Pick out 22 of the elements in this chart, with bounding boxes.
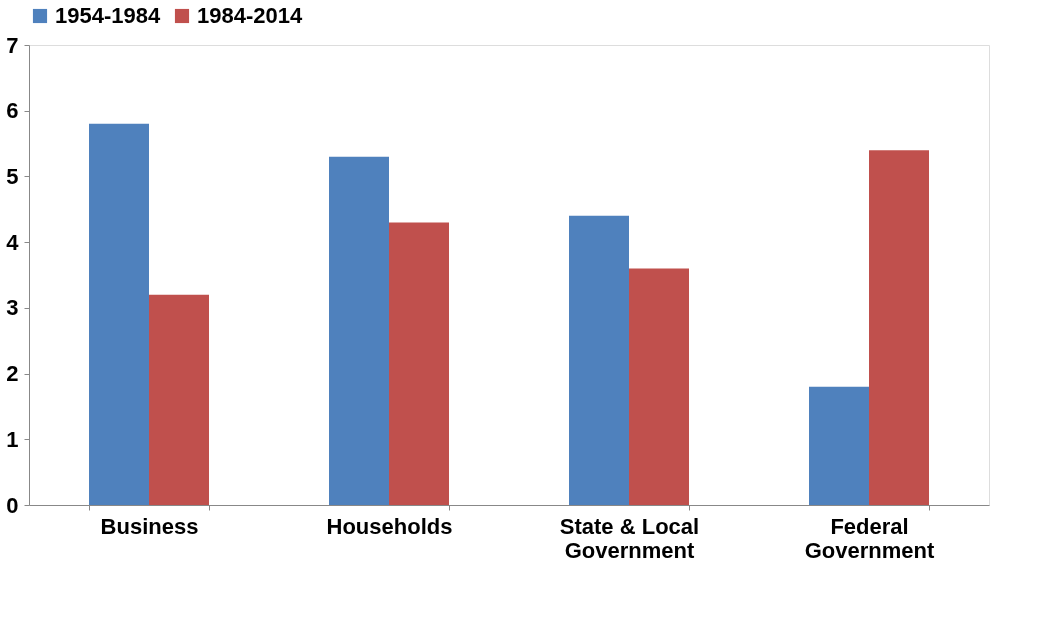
y-tick-label: 2 bbox=[6, 361, 19, 387]
legend-label: 1984-2014 bbox=[197, 3, 303, 28]
bar bbox=[329, 156, 389, 505]
legend-label: 1954-1984 bbox=[55, 3, 161, 28]
y-tick-label: 7 bbox=[6, 32, 19, 58]
y-tick-label: 6 bbox=[6, 98, 19, 124]
bar bbox=[569, 215, 629, 505]
x-tick-label: State & Local Government bbox=[559, 513, 700, 563]
y-tick-label: 5 bbox=[6, 163, 19, 189]
y-tick-label: 3 bbox=[6, 295, 19, 321]
bar bbox=[389, 222, 449, 505]
bar bbox=[869, 150, 929, 505]
bar bbox=[89, 123, 149, 505]
y-tick-label: 0 bbox=[6, 492, 19, 518]
x-tick-label: Business bbox=[100, 513, 199, 539]
x-tick-label: Federal Government bbox=[804, 513, 935, 563]
y-tick-label: 1 bbox=[6, 426, 19, 452]
y-tick-label: 4 bbox=[6, 229, 20, 255]
bar bbox=[629, 268, 689, 505]
bar bbox=[809, 386, 869, 505]
x-tick-label: Households bbox=[326, 513, 453, 539]
bar bbox=[149, 294, 209, 505]
